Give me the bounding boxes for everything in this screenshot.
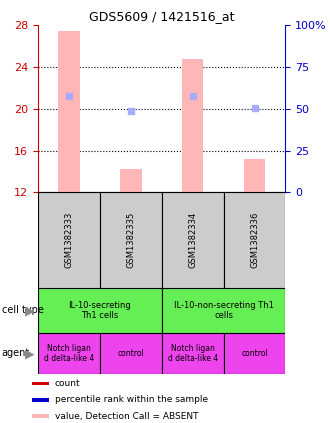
Bar (162, 288, 285, 333)
Bar (182, 59, 204, 192)
Text: count: count (55, 379, 80, 388)
Text: Notch ligan
d delta-like 4: Notch ligan d delta-like 4 (44, 344, 94, 363)
Bar (32, 382, 49, 385)
Text: ▶: ▶ (25, 304, 35, 317)
Bar (58, 30, 80, 192)
Bar (224, 333, 285, 374)
Text: IL-10-non-secreting Th1
cells: IL-10-non-secreting Th1 cells (174, 301, 274, 320)
Text: value, Detection Call = ABSENT: value, Detection Call = ABSENT (55, 412, 198, 420)
Bar (100, 192, 162, 288)
Text: Notch ligan
d delta-like 4: Notch ligan d delta-like 4 (168, 344, 218, 363)
Text: GSM1382335: GSM1382335 (126, 212, 135, 268)
Bar (162, 333, 224, 374)
Text: cell type: cell type (2, 305, 44, 316)
Bar (120, 170, 142, 192)
Text: GSM1382333: GSM1382333 (64, 212, 73, 268)
Text: GSM1382336: GSM1382336 (250, 212, 259, 268)
Text: control: control (117, 349, 144, 358)
Bar (224, 192, 285, 288)
Bar (32, 398, 49, 401)
Bar (244, 159, 265, 192)
Text: agent: agent (2, 349, 30, 358)
Text: percentile rank within the sample: percentile rank within the sample (55, 395, 208, 404)
Text: ▶: ▶ (25, 347, 35, 360)
Text: IL-10-secreting
Th1 cells: IL-10-secreting Th1 cells (68, 301, 131, 320)
Bar (100, 333, 162, 374)
Title: GDS5609 / 1421516_at: GDS5609 / 1421516_at (89, 10, 234, 23)
Bar (38, 288, 162, 333)
Bar (32, 414, 49, 418)
Bar (162, 192, 224, 288)
Bar (38, 192, 100, 288)
Bar (38, 333, 100, 374)
Text: GSM1382334: GSM1382334 (188, 212, 197, 268)
Text: control: control (241, 349, 268, 358)
